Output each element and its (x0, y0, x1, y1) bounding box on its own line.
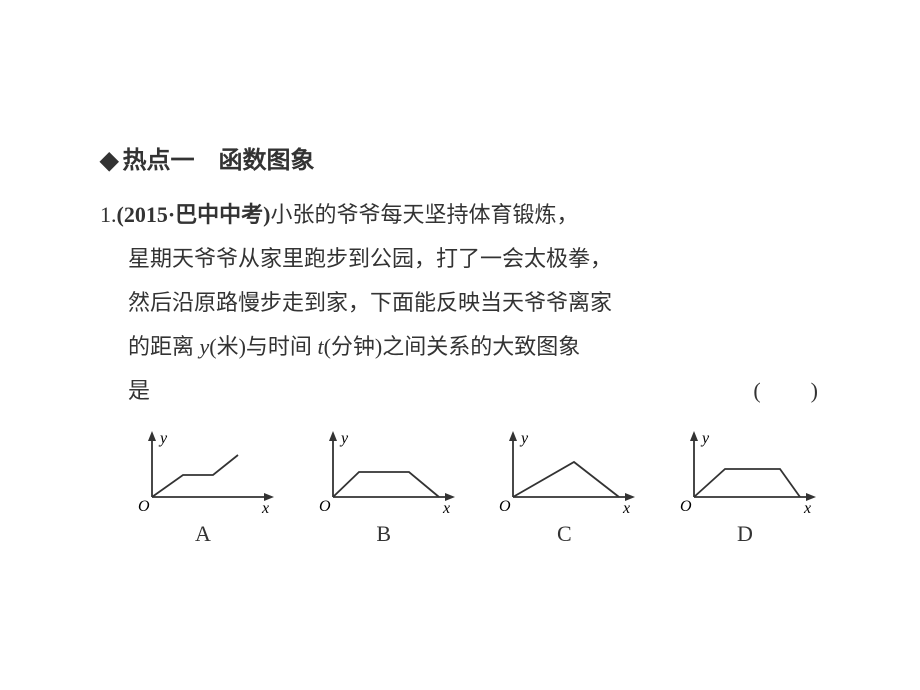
problem-text-1: 小张的爷爷每天坚持体育锻炼， (271, 202, 579, 227)
problem-line-3: 然后沿原路慢步走到家，下面能反映当天爷爷离家 (128, 281, 820, 325)
problem-line-5: 是 ( ) (128, 369, 820, 413)
svg-text:O: O (499, 498, 511, 515)
chart-d: y x O (670, 427, 820, 517)
chart-a: y x O (128, 427, 278, 517)
answer-blank: ( ) (753, 369, 820, 413)
option-label-c: C (489, 521, 639, 547)
option-label-a: A (128, 521, 278, 547)
svg-text:y: y (700, 430, 710, 447)
svg-text:y: y (339, 430, 349, 447)
diamond-icon: ◆ (100, 148, 118, 174)
graph-option-d: y x O D (670, 427, 820, 547)
svg-text:y: y (158, 430, 168, 447)
section-title: ◆热点一 函数图象 (100, 140, 820, 175)
problem-source: (2015·巴中中考) (117, 202, 271, 227)
svg-text:x: x (442, 500, 450, 517)
svg-text:y: y (519, 430, 529, 447)
var-y: y (200, 334, 210, 359)
svg-text:O: O (138, 498, 150, 515)
section-name: 函数图象 (218, 148, 314, 174)
chart-b: y x O (309, 427, 459, 517)
svg-text:O: O (680, 498, 692, 515)
section-prefix: 热点一 (122, 148, 194, 174)
problem-tail: 是 (128, 369, 150, 413)
option-label-d: D (670, 521, 820, 547)
svg-text:O: O (319, 498, 331, 515)
svg-text:x: x (261, 500, 269, 517)
graph-option-a: y x O A (128, 427, 278, 547)
problem-line-2: 星期天爷爷从家里跑步到公园，打了一会太极拳， (128, 237, 820, 281)
problem-body: 星期天爷爷从家里跑步到公园，打了一会太极拳， 然后沿原路慢步走到家，下面能反映当… (100, 237, 820, 413)
graph-option-c: y x O C (489, 427, 639, 547)
problem-1: 1.(2015·巴中中考)小张的爷爷每天坚持体育锻炼， 星期天爷爷从家里跑步到公… (100, 193, 820, 413)
problem-number: 1. (100, 202, 117, 227)
graph-option-b: y x O B (309, 427, 459, 547)
answer-graphs: y x O A y x O B y x O C y x O D (100, 427, 820, 547)
svg-text:x: x (622, 500, 630, 517)
problem-line-4: 的距离 y(米)与时间 t(分钟)之间关系的大致图象 (128, 325, 820, 369)
problem-line-1: 1.(2015·巴中中考)小张的爷爷每天坚持体育锻炼， (100, 193, 820, 237)
option-label-b: B (309, 521, 459, 547)
svg-text:x: x (803, 500, 811, 517)
chart-c: y x O (489, 427, 639, 517)
